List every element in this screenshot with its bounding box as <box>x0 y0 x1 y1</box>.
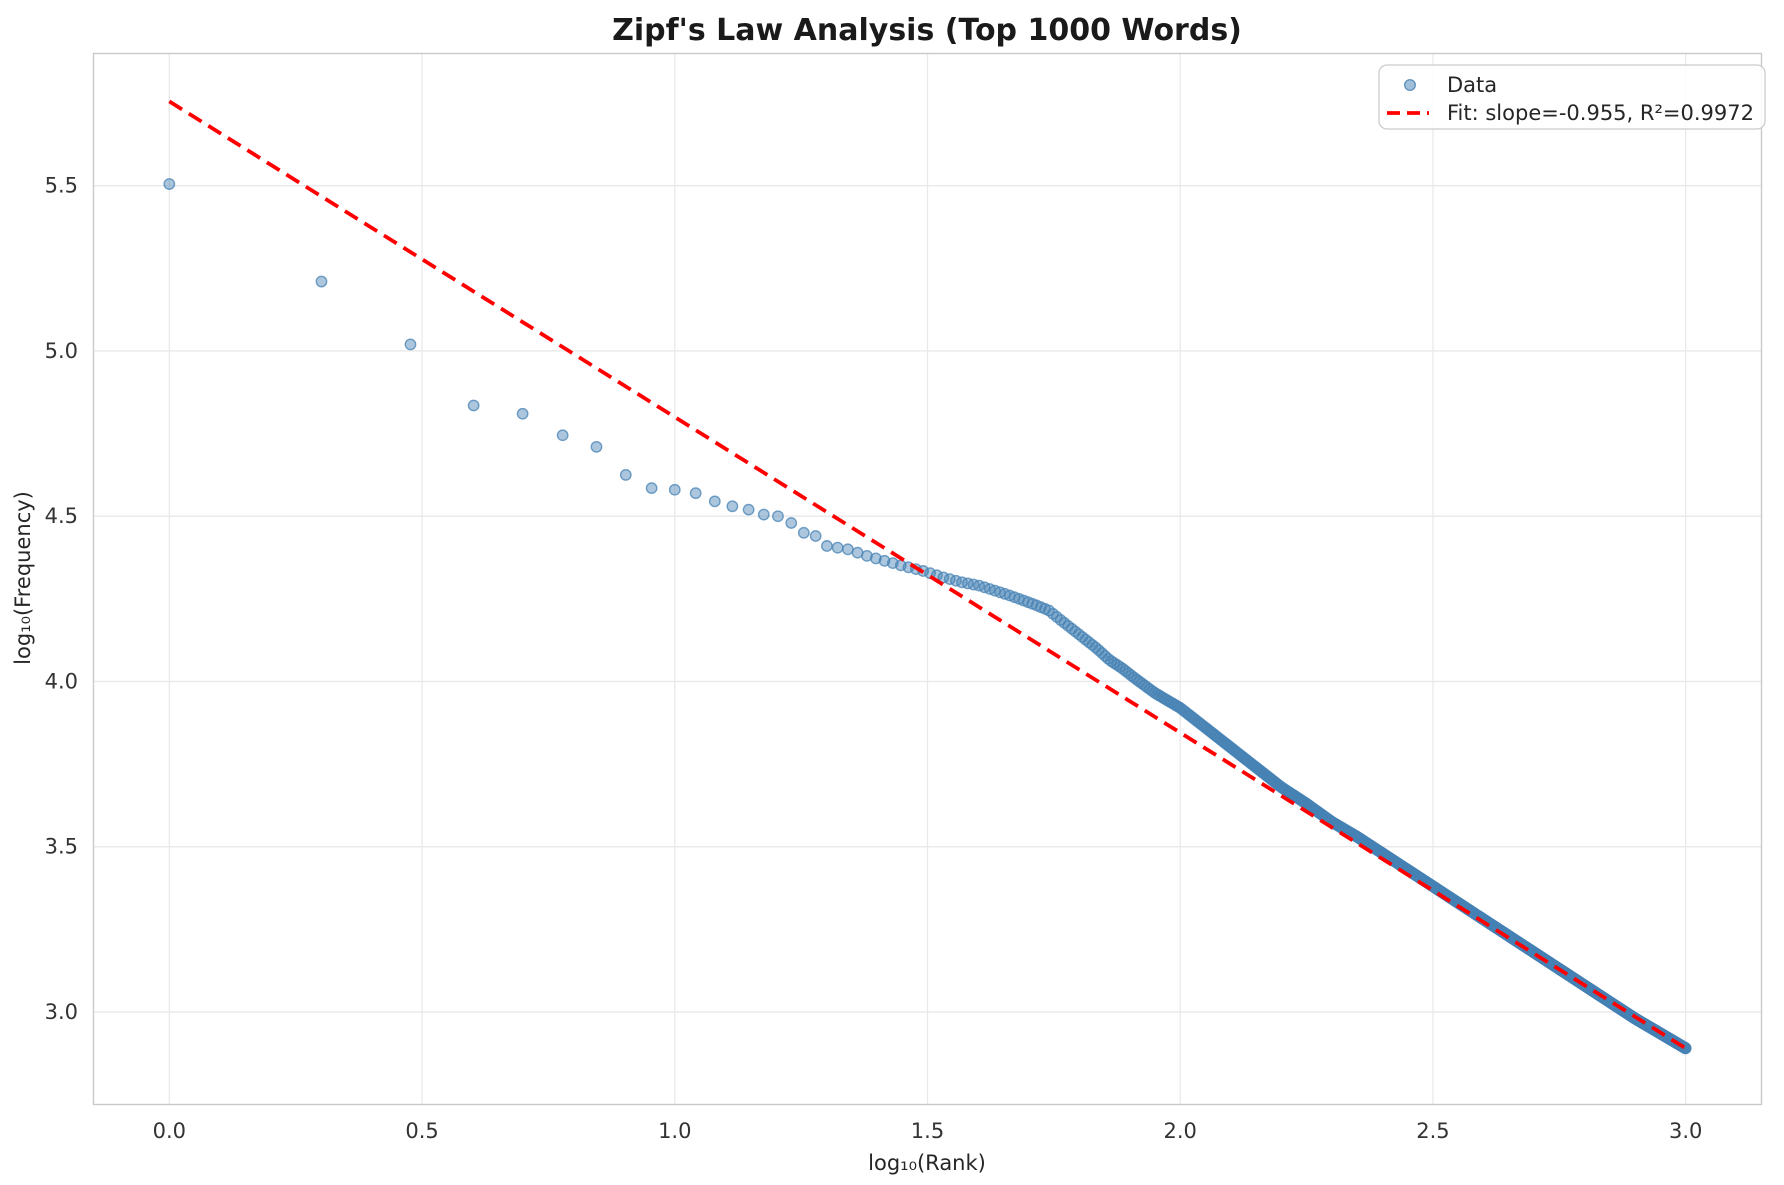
data-point <box>772 510 784 523</box>
y-tick-label: 5.0 <box>45 339 78 363</box>
legend-entry-data: Data <box>1447 73 1497 97</box>
data-point <box>757 508 770 521</box>
x-tick-label: 3.0 <box>1669 1119 1702 1143</box>
data-point <box>742 503 755 516</box>
gridlines <box>93 53 1762 1105</box>
data-point <box>785 517 798 529</box>
y-tick-label: 5.5 <box>45 174 78 198</box>
y-axis-label: log₁₀(Frequency) <box>11 491 35 665</box>
legend-box <box>1378 64 1766 130</box>
data-marker-icon <box>1403 78 1416 91</box>
x-tick-labels: 0.0 0.5 1.0 1.5 2.0 2.5 3.0 <box>153 1119 1703 1143</box>
x-tick-label: 0.0 <box>153 1119 186 1143</box>
data-point <box>870 552 882 565</box>
plot-frame <box>92 52 1763 1106</box>
data-point <box>708 495 721 508</box>
data-point <box>809 530 822 542</box>
x-tick-label: 2.0 <box>1164 1119 1197 1143</box>
data-point <box>163 178 176 190</box>
data-point <box>556 429 569 442</box>
data-point <box>645 482 658 495</box>
data-point <box>590 440 603 453</box>
data-point <box>619 469 632 481</box>
x-axis-label: log₁₀(Rank) <box>868 1151 986 1175</box>
data-point <box>797 526 810 539</box>
data-point <box>467 399 480 412</box>
data-point <box>315 275 328 288</box>
y-tick-label: 3.5 <box>45 835 78 859</box>
y-tick-label: 4.0 <box>45 669 78 693</box>
y-tick-labels: 3.0 3.5 4.0 4.5 5.0 5.5 <box>45 174 78 1024</box>
legend-entry-fit: Fit: slope=-0.955, R²=0.9972 <box>1447 101 1754 125</box>
data-point <box>831 541 844 554</box>
legend: Data Fit: slope=-0.955, R²=0.9972 <box>1378 64 1766 130</box>
x-tick-label: 1.0 <box>658 1119 691 1143</box>
data-point <box>841 543 854 556</box>
data-point <box>726 500 739 513</box>
data-point <box>404 338 417 351</box>
x-tick-label: 1.5 <box>911 1119 944 1143</box>
x-tick-label: 0.5 <box>405 1119 438 1143</box>
y-tick-label: 4.5 <box>45 504 78 528</box>
y-tick-label: 3.0 <box>45 1000 78 1024</box>
data-point <box>516 407 529 420</box>
data-point <box>689 487 702 500</box>
data-point <box>668 483 681 496</box>
x-tick-label: 2.5 <box>1416 1119 1449 1143</box>
data-point <box>821 540 833 552</box>
chart-title: Zipf's Law Analysis (Top 1000 Words) <box>612 13 1242 48</box>
